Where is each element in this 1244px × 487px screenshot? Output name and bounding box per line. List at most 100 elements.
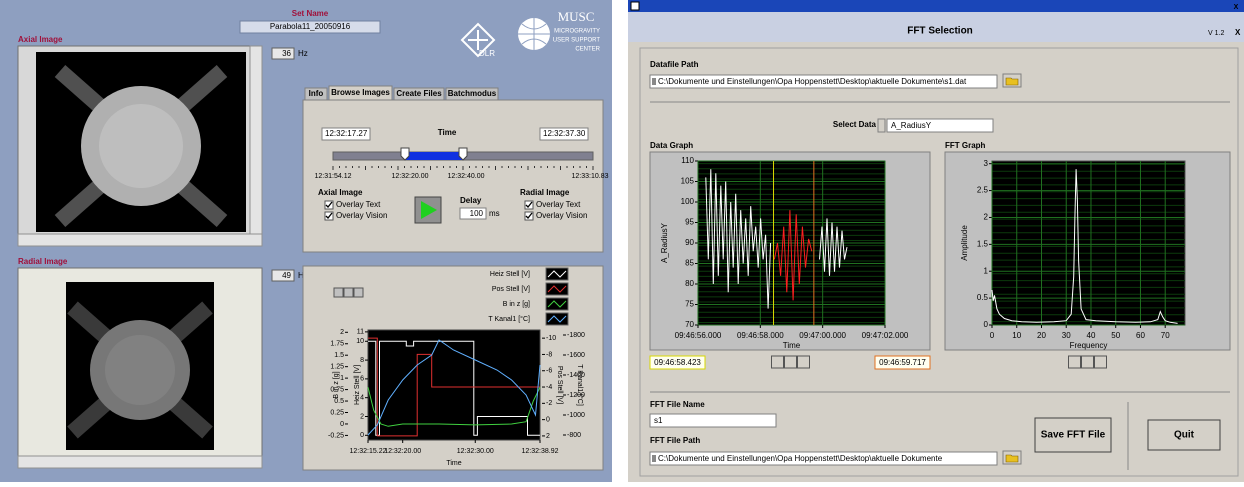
checkbox-label: Overlay Text bbox=[536, 200, 581, 209]
set-name: Parabola11_20050916 bbox=[270, 22, 351, 31]
musc-subtext: CENTER bbox=[575, 47, 600, 53]
checkmark bbox=[325, 201, 333, 208]
rate-value: 49 bbox=[282, 271, 291, 280]
y-tick-label: 0.25 bbox=[330, 409, 344, 416]
axis-title: Pos Stell [V] bbox=[556, 366, 563, 404]
y-tick-label: 10 bbox=[356, 338, 364, 345]
series-line bbox=[367, 339, 541, 436]
scrollbar-h bbox=[17, 233, 263, 247]
x-tick-label: 0 bbox=[990, 331, 995, 340]
sample-core bbox=[105, 335, 175, 405]
tab-label[interactable]: Batchmodus bbox=[448, 89, 497, 98]
y-tick-label: 2 bbox=[340, 329, 344, 336]
rate-field bbox=[271, 269, 295, 282]
series-line bbox=[819, 218, 848, 276]
delay-label: Delay bbox=[460, 196, 482, 205]
graph-tool[interactable] bbox=[797, 355, 810, 369]
y-tick-label: 2 bbox=[360, 413, 364, 420]
close-button[interactable]: X bbox=[1235, 28, 1241, 37]
legend-line bbox=[547, 300, 567, 308]
x-tick-label: 10 bbox=[1012, 331, 1021, 340]
y-tick-label: -1400 bbox=[567, 372, 585, 379]
y-tick-label: -8 bbox=[546, 351, 552, 358]
y-tick-label: 95 bbox=[685, 218, 694, 227]
axis-title: T Kanal1 [°C] bbox=[576, 364, 584, 406]
tab[interactable] bbox=[328, 85, 393, 101]
tab-panel bbox=[302, 99, 604, 253]
series-line bbox=[705, 169, 772, 309]
time-field bbox=[321, 127, 371, 141]
legend-label: T Kanal1 [°C] bbox=[488, 315, 530, 323]
graph-tool[interactable] bbox=[784, 355, 797, 369]
app-icon bbox=[630, 1, 640, 11]
graph-tool[interactable] bbox=[771, 355, 784, 369]
end-time: 12:32:37.30 bbox=[543, 129, 586, 138]
tab[interactable] bbox=[304, 87, 328, 101]
spin[interactable] bbox=[877, 118, 886, 133]
y-axis-title: Amplitude bbox=[960, 225, 969, 261]
graph-tool[interactable] bbox=[353, 287, 364, 298]
y-tick-label: 75 bbox=[685, 300, 694, 309]
tab[interactable] bbox=[393, 87, 445, 101]
slider-thumb[interactable] bbox=[400, 147, 410, 161]
x-tick-label: 12:32:30.00 bbox=[457, 448, 494, 455]
y-tick-label: 2 bbox=[984, 213, 989, 222]
axis-title: Heiz Stell [V] bbox=[354, 365, 361, 405]
datafile-field[interactable] bbox=[649, 74, 998, 89]
y-tick-label: -800 bbox=[567, 432, 581, 439]
folder-icon bbox=[1005, 454, 1019, 463]
save-button[interactable] bbox=[1034, 417, 1112, 453]
graph-tool[interactable] bbox=[1068, 355, 1081, 369]
select-field[interactable] bbox=[886, 118, 994, 133]
y-tick-label: 8 bbox=[360, 357, 364, 364]
slider-scale-label: 12:31:54.12 bbox=[315, 173, 352, 180]
x-axis-title: Frequency bbox=[1070, 341, 1108, 350]
fft-path-field[interactable] bbox=[649, 451, 998, 466]
checkbox-label: Overlay Vision bbox=[536, 211, 587, 220]
y-tick-label: 0 bbox=[340, 421, 344, 428]
title-bar bbox=[628, 12, 1244, 42]
graph-tool[interactable] bbox=[343, 287, 354, 298]
graph-label: FFT Graph bbox=[945, 141, 986, 150]
y-tick-label: 1.5 bbox=[977, 239, 989, 248]
tab[interactable] bbox=[445, 87, 499, 101]
rate-unit: Hz bbox=[298, 49, 308, 58]
series-line bbox=[773, 210, 813, 301]
slider-range bbox=[405, 152, 463, 160]
fft-name-field[interactable] bbox=[649, 413, 777, 428]
y-tick-label: -1000 bbox=[567, 412, 585, 419]
x-axis-title: Time bbox=[446, 460, 461, 467]
tab-label[interactable]: Info bbox=[309, 89, 324, 98]
x-tick-label: 09:47:02.000 bbox=[862, 331, 909, 340]
legend-label: B in z [g] bbox=[503, 301, 530, 308]
title-strip bbox=[628, 0, 1244, 12]
time-field bbox=[539, 127, 589, 141]
y-tick-label: 2.5 bbox=[977, 186, 989, 195]
graph-tool[interactable] bbox=[333, 287, 344, 298]
quit-button-label[interactable]: Quit bbox=[1174, 430, 1195, 441]
save-button-label[interactable]: Save FFT File bbox=[1041, 430, 1106, 441]
quit-button[interactable] bbox=[1147, 419, 1221, 451]
y-tick-label: 70 bbox=[685, 320, 694, 329]
x-axis-title: Time bbox=[783, 341, 801, 350]
checkbox-label: Overlay Vision bbox=[336, 211, 387, 220]
graph-tool[interactable] bbox=[1081, 355, 1094, 369]
cursor-readout bbox=[649, 355, 706, 370]
path-icon bbox=[652, 78, 656, 85]
graph-tool[interactable] bbox=[1094, 355, 1107, 369]
y-tick-label: -1600 bbox=[567, 352, 585, 359]
slider-thumb[interactable] bbox=[458, 147, 468, 161]
tab-label[interactable]: Create Files bbox=[396, 89, 442, 98]
overlay-group-label: Radial Image bbox=[520, 188, 570, 197]
legend-label: Heiz Stell [V] bbox=[490, 271, 530, 278]
play-icon bbox=[421, 201, 437, 219]
tab-label[interactable]: Browse Images bbox=[331, 88, 390, 97]
musc-subtext: USER SUPPORT bbox=[553, 38, 601, 44]
y-tick-label: 105 bbox=[681, 177, 695, 186]
close-button[interactable]: X bbox=[1234, 4, 1239, 11]
y-tick-label: 1 bbox=[984, 266, 989, 275]
y-tick-label: 90 bbox=[685, 238, 694, 247]
y-tick-label: 0.5 bbox=[977, 293, 989, 302]
path-icon bbox=[652, 455, 656, 462]
legend-line bbox=[547, 285, 567, 293]
